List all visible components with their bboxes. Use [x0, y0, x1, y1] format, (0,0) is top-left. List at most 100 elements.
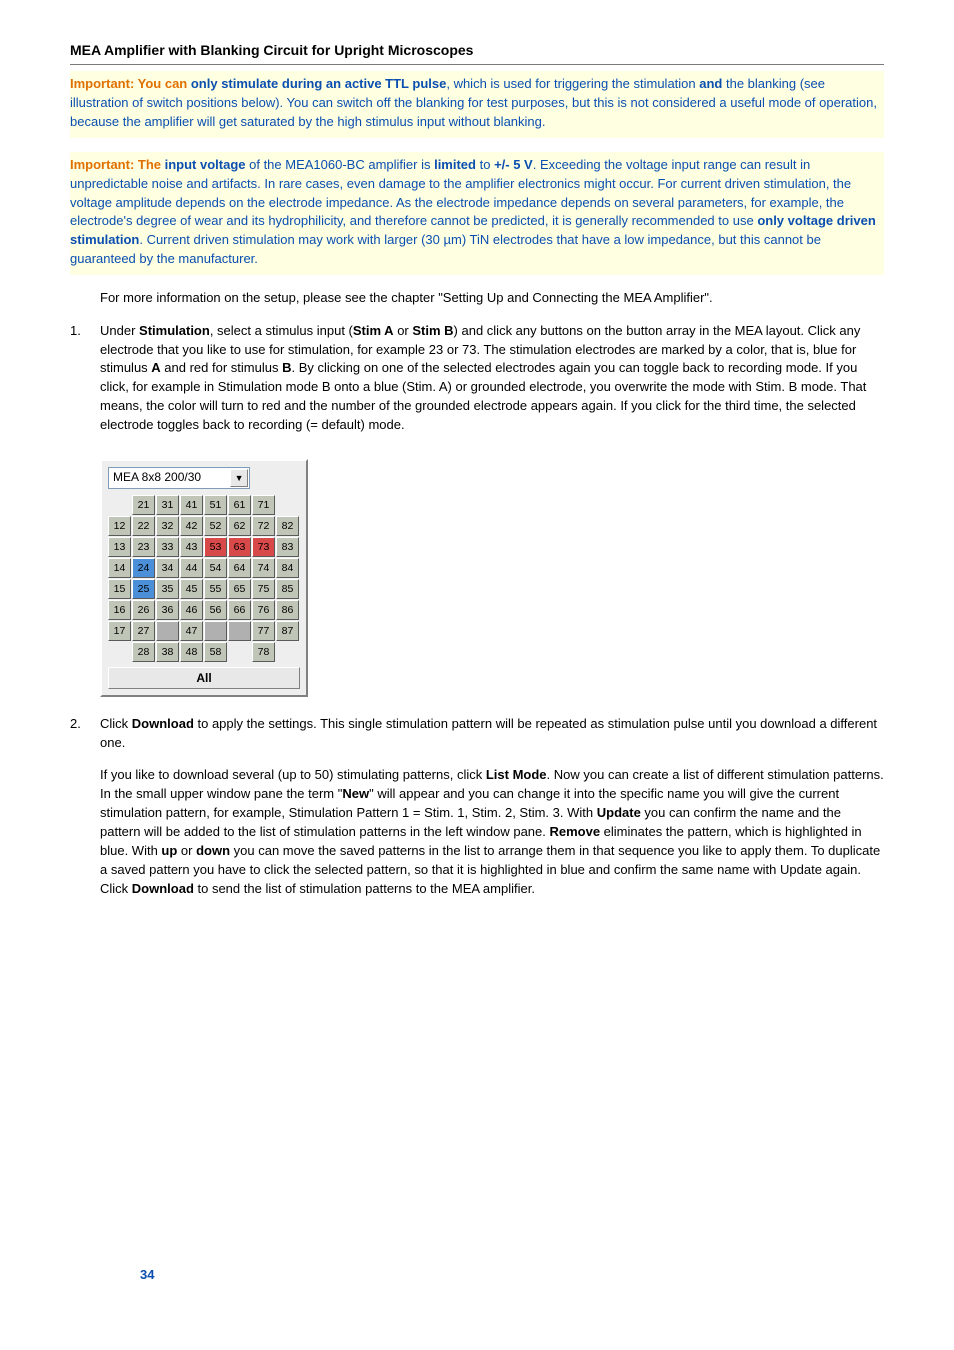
electrode-button-43[interactable]: 43 [180, 537, 203, 557]
electrode-button-17[interactable]: 17 [108, 621, 131, 641]
electrode-button-27[interactable]: 27 [132, 621, 155, 641]
electrode-button-55[interactable]: 55 [204, 579, 227, 599]
electrode-button-21[interactable]: 21 [132, 495, 155, 515]
mea-electrode-grid: 213141516171 1222324252627282 132333435363… [108, 495, 300, 663]
step-1-number: 1. [70, 322, 100, 435]
electrode-button-62[interactable]: 62 [228, 516, 251, 536]
electrode-button-42[interactable]: 42 [180, 516, 203, 536]
electrode-button-34[interactable]: 34 [156, 558, 179, 578]
electrode-button-64[interactable]: 64 [228, 558, 251, 578]
electrode-button-78[interactable]: 78 [252, 642, 275, 662]
electrode-button-31[interactable]: 31 [156, 495, 179, 515]
important2-prefix: Important: The [70, 157, 165, 172]
mea-layout-dropdown[interactable]: MEA 8x8 200/30 ▼ [108, 467, 250, 489]
electrode-button-33[interactable]: 33 [156, 537, 179, 557]
electrode-button-58[interactable]: 58 [204, 642, 227, 662]
electrode-button-47[interactable]: 47 [180, 621, 203, 641]
step-2: 2. Click Download to apply the settings.… [70, 715, 884, 753]
electrode-button-disabled [204, 621, 227, 641]
electrode-button-76[interactable]: 76 [252, 600, 275, 620]
important-note-2: Important: The input voltage of the MEA1… [70, 152, 884, 275]
title-divider [70, 64, 884, 65]
s1-b-stimulation: Stimulation [139, 323, 210, 338]
electrode-button-72[interactable]: 72 [252, 516, 275, 536]
s2s-b-remove: Remove [549, 824, 600, 839]
electrode-button-71[interactable]: 71 [252, 495, 275, 515]
mea-dropdown-label: MEA 8x8 200/30 [109, 469, 229, 486]
important2-t1: of the MEA1060-BC amplifier is [246, 157, 435, 172]
step-2-text: Click Download to apply the settings. Th… [100, 715, 884, 753]
s1-b-stim-b: Stim B [412, 323, 453, 338]
step-1: 1. Under Stimulation, select a stimulus … [70, 322, 884, 435]
electrode-button-12[interactable]: 12 [108, 516, 131, 536]
electrode-button-82[interactable]: 82 [276, 516, 299, 536]
electrode-button-16[interactable]: 16 [108, 600, 131, 620]
electrode-button-74[interactable]: 74 [252, 558, 275, 578]
electrode-button-53[interactable]: 53 [204, 537, 227, 557]
electrode-button-51[interactable]: 51 [204, 495, 227, 515]
step-1-text: Under Stimulation, select a stimulus inp… [100, 322, 884, 435]
electrode-button-32[interactable]: 32 [156, 516, 179, 536]
electrode-button-45[interactable]: 45 [180, 579, 203, 599]
electrode-button-75[interactable]: 75 [252, 579, 275, 599]
s2-t2: to apply the settings. This single stimu… [100, 716, 877, 750]
electrode-button-28[interactable]: 28 [132, 642, 155, 662]
electrode-button-63[interactable]: 63 [228, 537, 251, 557]
mea-layout-widget: MEA 8x8 200/30 ▼ 21314151617112223242526… [100, 459, 308, 697]
important-prefix: Important: You can [70, 76, 191, 91]
electrode-button-23[interactable]: 23 [132, 537, 155, 557]
electrode-button-84[interactable]: 84 [276, 558, 299, 578]
electrode-button-87[interactable]: 87 [276, 621, 299, 641]
electrode-button-66[interactable]: 66 [228, 600, 251, 620]
electrode-button-73[interactable]: 73 [252, 537, 275, 557]
mea-all-button[interactable]: All [108, 667, 300, 689]
electrode-button-85[interactable]: 85 [276, 579, 299, 599]
s1-t5: and red for stimulus [161, 360, 282, 375]
s2s-t6: or [177, 843, 196, 858]
electrode-button-13[interactable]: 13 [108, 537, 131, 557]
electrode-button-77[interactable]: 77 [252, 621, 275, 641]
electrode-button-61[interactable]: 61 [228, 495, 251, 515]
electrode-button-44[interactable]: 44 [180, 558, 203, 578]
s2s-b-list-mode: List Mode [486, 767, 547, 782]
electrode-button-15[interactable]: 15 [108, 579, 131, 599]
page-title: MEA Amplifier with Blanking Circuit for … [70, 40, 884, 62]
s1-t3: or [394, 323, 413, 338]
electrode-button-25[interactable]: 25 [132, 579, 155, 599]
important-bold-1: only stimulate during an active TTL puls… [191, 76, 446, 91]
electrode-button-46[interactable]: 46 [180, 600, 203, 620]
important2-t2: to [476, 157, 494, 172]
electrode-button-36[interactable]: 36 [156, 600, 179, 620]
electrode-button-56[interactable]: 56 [204, 600, 227, 620]
step-2-number: 2. [70, 715, 100, 753]
important2-limited: limited [434, 157, 476, 172]
s2s-t8: to send the list of stimulation patterns… [194, 881, 535, 896]
electrode-button-86[interactable]: 86 [276, 600, 299, 620]
s2s-b-down: down [196, 843, 230, 858]
electrode-button-83[interactable]: 83 [276, 537, 299, 557]
step-2-sub: If you like to download several (up to 5… [100, 766, 884, 898]
electrode-button-22[interactable]: 22 [132, 516, 155, 536]
electrode-button-54[interactable]: 54 [204, 558, 227, 578]
electrode-button-35[interactable]: 35 [156, 579, 179, 599]
important2-range: +/- 5 V [494, 157, 533, 172]
setup-paragraph: For more information on the setup, pleas… [100, 289, 884, 308]
electrode-button-26[interactable]: 26 [132, 600, 155, 620]
electrode-button-38[interactable]: 38 [156, 642, 179, 662]
s1-b-stim-a: Stim A [353, 323, 394, 338]
electrode-button-24[interactable]: 24 [132, 558, 155, 578]
electrode-button-48[interactable]: 48 [180, 642, 203, 662]
important2-input-voltage: input voltage [165, 157, 246, 172]
chevron-down-icon[interactable]: ▼ [230, 469, 248, 487]
s2s-t1: If you like to download several (up to 5… [100, 767, 486, 782]
electrode-button-52[interactable]: 52 [204, 516, 227, 536]
electrode-button-65[interactable]: 65 [228, 579, 251, 599]
s1-b-A: A [151, 360, 160, 375]
electrode-button-14[interactable]: 14 [108, 558, 131, 578]
s2-t1: Click [100, 716, 132, 731]
electrode-button-41[interactable]: 41 [180, 495, 203, 515]
s2s-b-update: Update [597, 805, 641, 820]
electrode-button-disabled [228, 621, 251, 641]
s2s-b-new: New [342, 786, 369, 801]
s2s-b-download: Download [132, 881, 194, 896]
